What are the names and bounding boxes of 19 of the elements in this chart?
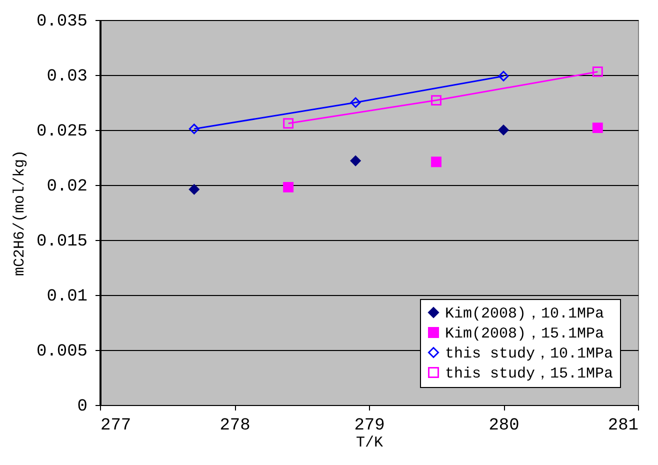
y-tick-label: 0.015 xyxy=(36,232,88,252)
legend-label: Kim(2008)，15.1MPa xyxy=(445,326,604,342)
y-tick-label: 0.01 xyxy=(46,288,88,306)
legend-label: this study，15.1MPa xyxy=(445,366,614,382)
x-tick-label: 278 xyxy=(220,416,250,436)
x-axis-title: T/K xyxy=(356,434,384,452)
legend-label: this study，10.1MPa xyxy=(445,346,614,362)
y-tick-label: 0.03 xyxy=(46,68,88,86)
legend-label: Kim(2008)，10.1MPa xyxy=(445,306,604,322)
y-tick-label: 0 xyxy=(77,398,88,416)
y-tick-label: 0.02 xyxy=(46,178,88,196)
x-tick-label: 280 xyxy=(488,416,520,436)
x-tick-label: 279 xyxy=(354,416,385,436)
y-axis-title: mC2H6/(mol/kg) xyxy=(11,150,28,276)
y-tick-label: 0.005 xyxy=(36,342,88,362)
x-tick-label: 277 xyxy=(100,416,132,436)
y-tick-label: 0.035 xyxy=(36,12,88,32)
x-tick-label: 281 xyxy=(608,416,638,436)
y-tick-label: 0.025 xyxy=(36,122,88,142)
